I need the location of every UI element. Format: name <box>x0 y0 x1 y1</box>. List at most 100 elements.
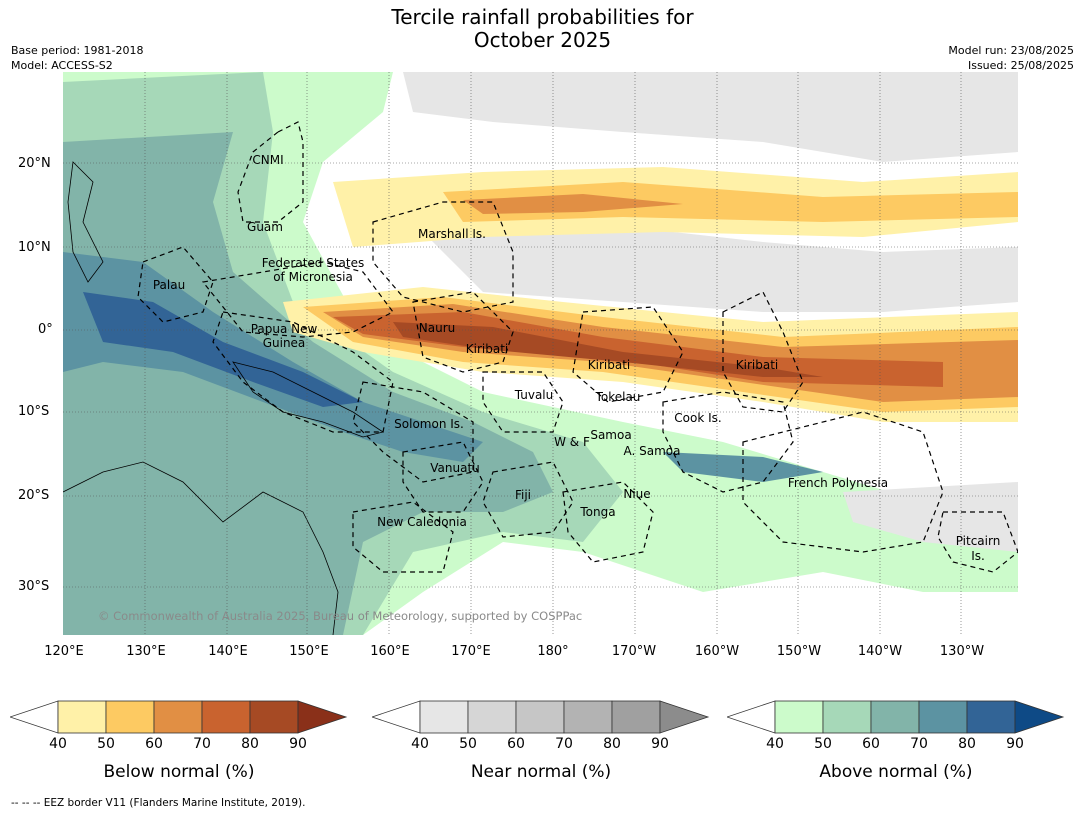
below-normal-equator-core <box>393 322 823 377</box>
region-new-caledonia: New Caledonia <box>377 515 467 529</box>
meta-left: Base period: 1981-2018 Model: ACCESS-S2 <box>11 43 143 73</box>
above-swatch-40-50 <box>774 700 824 734</box>
region-kiribati-east: Kiribati <box>735 358 779 372</box>
above-tick-60: 60 <box>862 736 880 752</box>
australia-coast <box>63 461 339 635</box>
colorbar-near-normal-swatches <box>372 700 710 734</box>
eez-palau <box>137 246 214 323</box>
above-swatch-70-80 <box>918 700 968 734</box>
lat-label-0: 0° <box>38 322 53 337</box>
region-cook: Cook Is. <box>674 411 722 425</box>
near-extend-low <box>372 700 421 734</box>
region-pitcairn-line2: Is. <box>971 549 985 563</box>
lon-label-140e: 140°E <box>208 644 248 659</box>
eez-footnote: -- -- -- EEZ border V11 (Flanders Marine… <box>11 797 306 809</box>
near-normal-band <box>423 222 1018 312</box>
eez-vanuatu <box>402 441 484 513</box>
below-tick-90: 90 <box>289 736 307 752</box>
region-american-samoa: A. Samoa <box>623 444 681 458</box>
below-tick-50: 50 <box>97 736 115 752</box>
above-normal-samoa <box>663 452 823 482</box>
region-guam: Guam <box>247 220 283 234</box>
above-swatch-80-90 <box>966 700 1016 734</box>
region-french-polynesia: French Polynesia <box>787 476 889 490</box>
above-swatch-60-70 <box>870 700 920 734</box>
base-period: Base period: 1981-2018 <box>11 44 144 57</box>
above-normal-label: Above normal (%) <box>819 762 973 782</box>
model-run: Model run: 23/08/2025 <box>948 44 1074 57</box>
lon-label-150e: 150°E <box>289 644 329 659</box>
region-png-line2: Guinea <box>262 336 306 350</box>
region-wallis-futuna: W & F <box>554 435 590 449</box>
lat-label-30s: 30°S <box>18 579 50 594</box>
lon-label-140w: 140°W <box>857 644 903 659</box>
region-palau: Palau <box>152 278 186 292</box>
near-swatch-60-70 <box>515 700 565 734</box>
region-kiribati-central: Kiribati <box>587 358 631 372</box>
below-normal-label: Below normal (%) <box>103 762 255 782</box>
copyright-notice: © Commonwealth of Australia 2025, Bureau… <box>98 609 583 623</box>
below-tick-60: 60 <box>145 736 163 752</box>
colorbar-above-normal: 40 50 60 70 80 90 Above normal (%) <box>727 700 1065 782</box>
title-line-2: October 2025 <box>473 28 612 52</box>
above-extend-high <box>1014 700 1065 734</box>
graticule <box>63 72 1018 635</box>
near-normal-south <box>843 482 1018 552</box>
map-canvas <box>63 72 1018 635</box>
rainfall-map: © Commonwealth of Australia 2025, Bureau… <box>63 72 1018 635</box>
chart-title: Tercile rainfall probabilities for Octob… <box>0 6 1085 52</box>
near-swatch-50-60 <box>467 700 517 734</box>
region-tuvalu: Tuvalu <box>514 388 554 402</box>
meta-right: Model run: 23/08/2025 Issued: 25/08/2025 <box>948 43 1074 73</box>
eez-kiribati-central <box>572 306 684 403</box>
lon-label-130w: 130°W <box>939 644 985 659</box>
lon-label-160w: 160°W <box>694 644 740 659</box>
lat-label-20s: 20°S <box>18 488 50 503</box>
region-png-line1: Papua New <box>250 322 318 336</box>
below-tick-40: 40 <box>49 736 67 752</box>
eez-french-polynesia <box>742 411 944 553</box>
eez-cnmi <box>237 121 304 223</box>
near-swatch-80-90 <box>611 700 661 734</box>
below-extend-high <box>297 700 348 734</box>
eez-fsm <box>201 261 394 338</box>
below-swatch-80-90 <box>249 700 299 734</box>
below-swatch-60-70 <box>153 700 203 734</box>
above-tick-90: 90 <box>1006 736 1024 752</box>
region-niue: Niue <box>623 487 651 501</box>
above-tick-70: 70 <box>910 736 928 752</box>
below-normal-north-orange <box>443 182 1018 222</box>
png-coast <box>232 361 384 438</box>
region-marshall: Marshall Is. <box>418 227 486 241</box>
near-tick-80: 80 <box>603 736 621 752</box>
eez-marshall <box>372 201 514 313</box>
above-swatch-50-60 <box>822 700 872 734</box>
above-extend-low <box>727 700 776 734</box>
lon-label-170e: 170°E <box>451 644 491 659</box>
lon-label-160e: 160°E <box>370 644 410 659</box>
below-tick-70: 70 <box>193 736 211 752</box>
above-normal-core <box>83 292 363 407</box>
near-tick-70: 70 <box>555 736 573 752</box>
region-nauru: Nauru <box>418 321 456 335</box>
below-swatch-40-50 <box>57 700 107 734</box>
region-pitcairn-line1: Pitcairn <box>955 534 1001 548</box>
near-tick-60: 60 <box>507 736 525 752</box>
lon-label-180: 180° <box>537 644 569 659</box>
below-swatch-70-80 <box>201 700 251 734</box>
region-fsm-line2: of Micronesia <box>273 270 353 284</box>
near-tick-90: 90 <box>651 736 669 752</box>
above-tick-50: 50 <box>814 736 832 752</box>
below-swatch-50-60 <box>105 700 155 734</box>
region-fiji: Fiji <box>514 488 532 502</box>
eez-cook <box>662 391 794 493</box>
region-vanuatu: Vanuatu <box>430 461 480 475</box>
colorbar-near-normal: 40 50 60 70 80 90 Near normal (%) <box>372 700 710 782</box>
lon-label-130e: 130°E <box>126 644 166 659</box>
above-tick-80: 80 <box>958 736 976 752</box>
region-cnmi: CNMI <box>252 153 284 167</box>
near-normal-north <box>403 72 1018 162</box>
near-swatch-40-50 <box>419 700 469 734</box>
philippines-coast <box>67 161 104 283</box>
region-tokelau: Tokelau <box>595 390 641 404</box>
